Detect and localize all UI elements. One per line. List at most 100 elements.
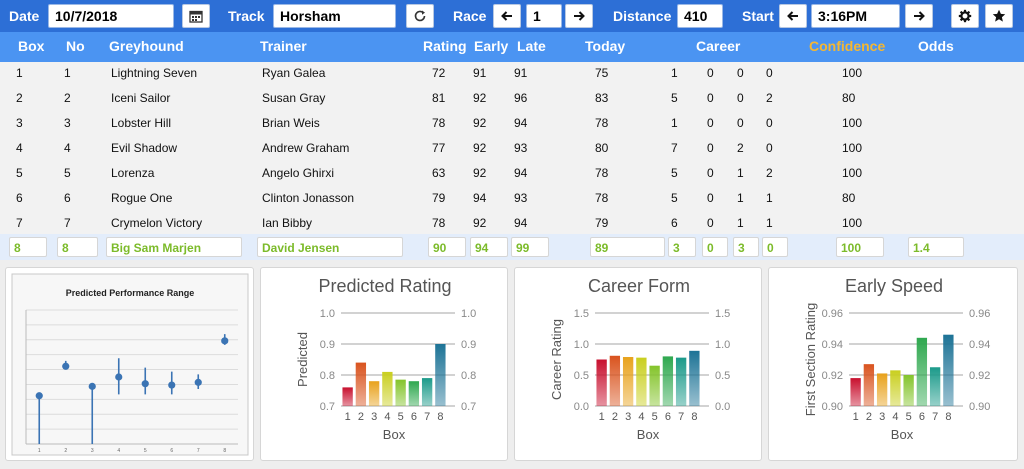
table-row[interactable]: 4 4 Evil Shadow Andrew Graham 77 92 93 80 7 0 2 0 10…	[0, 136, 1024, 160]
bar	[355, 362, 367, 406]
entry-today-field[interactable]: 89	[590, 237, 665, 257]
bar	[408, 381, 420, 406]
start-prev-button[interactable]	[779, 4, 807, 28]
cell-c1: 1	[671, 116, 678, 130]
col-box[interactable]: Box	[18, 38, 45, 54]
range-point	[221, 337, 229, 345]
entry-confidence-field[interactable]: 100	[836, 237, 884, 257]
arrow-right-icon	[914, 11, 925, 21]
col-no[interactable]: No	[66, 38, 85, 54]
toolbar: Date 10/7/2018 Track Horsham Race 1 Dist…	[0, 0, 1024, 32]
x-tick-label: 6	[411, 411, 417, 423]
cell-no: 2	[64, 91, 71, 105]
cell-c2: 0	[707, 191, 714, 205]
race-prev-button[interactable]	[493, 4, 521, 28]
table-row[interactable]: 6 6 Rogue One Clinton Jonasson 79 94 93 78 5 0 1 1 8…	[0, 186, 1024, 210]
cell-early: 92	[473, 216, 487, 230]
y-axis-label: First Section Rating	[803, 303, 818, 416]
col-trainer[interactable]: Trainer	[260, 38, 307, 54]
entry-early-field[interactable]: 94	[470, 237, 508, 257]
y2-tick-label: 1.0	[461, 308, 476, 320]
entry-rating-field[interactable]: 90	[428, 237, 466, 257]
cell-c3: 0	[737, 91, 744, 105]
favorite-button[interactable]	[985, 4, 1013, 28]
cell-no: 7	[64, 216, 71, 230]
distance-input[interactable]: 410	[677, 4, 723, 28]
track-input[interactable]: Horsham	[273, 4, 396, 28]
cell-confidence: 100	[842, 141, 863, 155]
col-today[interactable]: Today	[585, 38, 626, 54]
entry-career-2-field[interactable]: 0	[702, 237, 728, 257]
entry-greyhound-field[interactable]: Big Sam Marjen	[106, 237, 242, 257]
x-tick-label: 7	[424, 411, 430, 423]
y2-tick-label: 1.5	[715, 308, 730, 320]
cell-confidence: 100	[842, 216, 863, 230]
entry-no-field[interactable]: 8	[57, 237, 98, 257]
cell-c1: 5	[671, 91, 678, 105]
col-greyhound[interactable]: Greyhound	[109, 38, 184, 54]
cell-rating: 78	[432, 116, 446, 130]
table-row[interactable]: 1 1 Lightning Seven Ryan Galea 72 91 91 75 1 0 0 0 1…	[0, 61, 1024, 85]
x-tick-label: 3	[91, 448, 94, 454]
cell-no: 4	[64, 141, 71, 155]
race-next-button[interactable]	[565, 4, 593, 28]
refresh-button[interactable]	[406, 4, 434, 28]
y-tick-label: 1.0	[574, 339, 589, 351]
cell-confidence: 100	[842, 166, 863, 180]
entry-box-field[interactable]: 8	[9, 237, 47, 257]
date-input[interactable]: 10/7/2018	[48, 4, 174, 28]
calendar-icon	[189, 10, 203, 23]
track-label: Track	[228, 8, 265, 24]
star-icon	[992, 9, 1006, 22]
cell-greyhound: Lorenza	[111, 166, 155, 180]
table-row[interactable]: 5 5 Lorenza Angelo Ghirxi 63 92 94 78 5 0 1 2 100	[0, 161, 1024, 185]
settings-button[interactable]	[951, 4, 979, 28]
col-odds[interactable]: Odds	[918, 38, 954, 54]
cell-c1: 5	[671, 166, 678, 180]
cell-c2: 0	[707, 91, 714, 105]
start-time-input[interactable]: 3:16PM	[811, 4, 900, 28]
entry-late-field[interactable]: 99	[511, 237, 549, 257]
x-tick-label: 2	[866, 411, 872, 423]
calendar-button[interactable]	[182, 4, 210, 28]
distance-label: Distance	[613, 8, 672, 24]
cell-trainer: Andrew Graham	[262, 141, 350, 155]
career-form-title: Career Form	[588, 276, 690, 296]
cell-c2: 0	[707, 116, 714, 130]
table-row[interactable]: 3 3 Lobster Hill Brian Weis 78 92 94 78 1 0 0 0 100	[0, 111, 1024, 135]
entry-career-1-field[interactable]: 3	[668, 237, 696, 257]
cell-today: 75	[595, 66, 609, 80]
race-input[interactable]: 1	[526, 4, 562, 28]
table-row[interactable]: 2 2 Iceni Sailor Susan Gray 81 92 96 83 5 0 0 2 80	[0, 86, 1024, 110]
range-point	[115, 373, 123, 381]
cell-early: 91	[473, 66, 487, 80]
entry-career-3-field[interactable]: 3	[733, 237, 759, 257]
cell-today: 80	[595, 141, 609, 155]
col-early[interactable]: Early	[474, 38, 509, 54]
cell-late: 94	[514, 116, 528, 130]
cell-rating: 79	[432, 191, 446, 205]
cell-no: 1	[64, 66, 71, 80]
table-row[interactable]: 7 7 Crymelon Victory Ian Bibby 78 92 94 79 6 0 1 1 1…	[0, 211, 1024, 235]
cell-confidence: 80	[842, 191, 856, 205]
cell-box: 1	[16, 66, 23, 80]
entry-career-4-field[interactable]: 0	[762, 237, 788, 257]
cell-box: 3	[16, 116, 23, 130]
bar	[876, 373, 888, 406]
y2-tick-label: 0.96	[969, 308, 990, 320]
entry-trainer-field[interactable]: David Jensen	[257, 237, 403, 257]
col-confidence[interactable]: Confidence	[809, 38, 886, 54]
y-tick-label: 0.90	[822, 401, 843, 413]
cell-c4: 0	[766, 66, 773, 80]
entry-odds-field[interactable]: 1.4	[908, 237, 964, 257]
col-rating[interactable]: Rating	[423, 38, 467, 54]
y-axis-label: Predicted	[295, 332, 310, 387]
col-career[interactable]: Career	[696, 38, 741, 54]
y2-tick-label: 0.0	[715, 401, 730, 413]
predicted-rating-chart: Predicted Rating 0.7 0.7 0.8 0.8 0.9 0.9 1.0 1.0…	[295, 276, 476, 442]
cell-greyhound: Iceni Sailor	[111, 91, 171, 105]
col-late[interactable]: Late	[517, 38, 546, 54]
cell-late: 96	[514, 91, 528, 105]
start-next-button[interactable]	[905, 4, 933, 28]
x-tick-label: 5	[906, 411, 912, 423]
